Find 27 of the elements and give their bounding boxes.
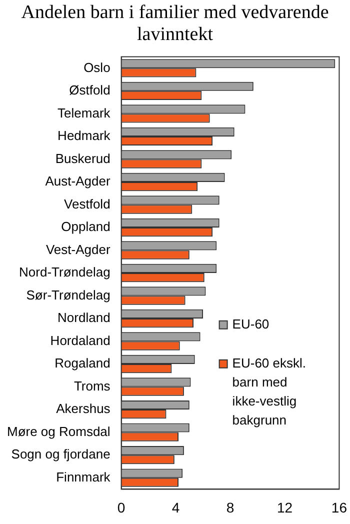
x-tick-label: 4: [172, 499, 180, 516]
y-tick-label: Aust-Agder: [45, 174, 111, 189]
y-tick-label: Oppland: [61, 219, 110, 234]
y-tick-label: Hedmark: [58, 128, 111, 144]
y-tick-label: Buskerud: [55, 150, 110, 166]
x-tick-label: 12: [276, 499, 293, 516]
y-tick-label: Vest-Agder: [46, 242, 111, 257]
x-tick-label: 0: [117, 499, 126, 516]
y-tick-label: Oslo: [84, 60, 110, 75]
y-tick-label: Troms: [74, 378, 111, 394]
y-tick-label: Vestfold: [64, 196, 110, 212]
y-tick-label: Møre og Romsdal: [6, 424, 110, 439]
y-tick-label: Akershus: [56, 401, 111, 416]
x-tick-label: 16: [331, 499, 348, 516]
x-tick-label: 8: [226, 499, 234, 516]
y-tick-label: Nordland: [58, 310, 110, 326]
y-tick-label: Nord-Trøndelag: [19, 264, 110, 280]
y-tick-label: Telemark: [58, 105, 111, 120]
chart-title: Andelen barn i familier med vedvarende lavinntekt: [20, 2, 330, 46]
legend-label: EU-60: [232, 316, 270, 332]
y-tick-label: Hordaland: [50, 332, 110, 348]
y-tick-label: Østfold: [69, 82, 110, 98]
y-tick-label: Rogaland: [54, 356, 110, 371]
y-tick-label: Finnmark: [56, 469, 111, 484]
legend-label: EU-60 ekskl. barn med ikke-vestlig bakgrunn: [232, 355, 306, 428]
y-tick-label: Sør-Trøndelag: [26, 287, 110, 302]
y-tick-label: Sogn og fjordane: [11, 446, 110, 462]
